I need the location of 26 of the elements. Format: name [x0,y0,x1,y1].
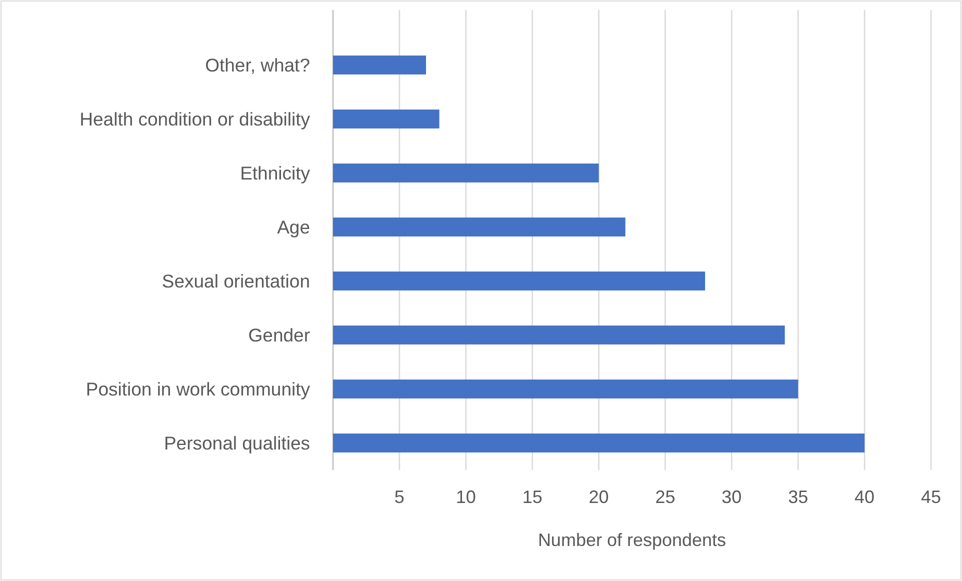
x-tick-label: 20 [588,487,609,507]
x-tick-label: 35 [788,487,808,507]
x-tick-label: 30 [722,487,742,507]
bar [333,164,599,182]
bar [333,326,785,344]
y-tick-label: Other, what? [205,54,310,76]
bar [333,380,798,398]
y-tick-label: Health condition or disability [80,108,311,130]
bar [333,434,865,452]
x-tick-label: 40 [854,487,875,507]
y-tick-label: Personal qualities [164,432,310,454]
y-tick-label: Age [277,216,310,238]
y-tick-label: Position in work community [86,378,311,400]
bar [333,272,706,290]
x-tick-label: 45 [920,487,942,507]
y-tick-label: Gender [248,324,310,346]
bar [333,110,440,128]
x-tick-label: 25 [655,487,676,507]
bar [333,56,426,74]
y-tick-label: Sexual orientation [162,270,310,292]
x-tick-label: 15 [522,487,542,507]
y-tick-label: Ethnicity [240,162,311,184]
bar [333,218,626,236]
x-tick-label: 10 [456,487,476,507]
x-tick-label: 5 [394,487,404,507]
x-axis-title: Number of respondents [538,530,726,550]
